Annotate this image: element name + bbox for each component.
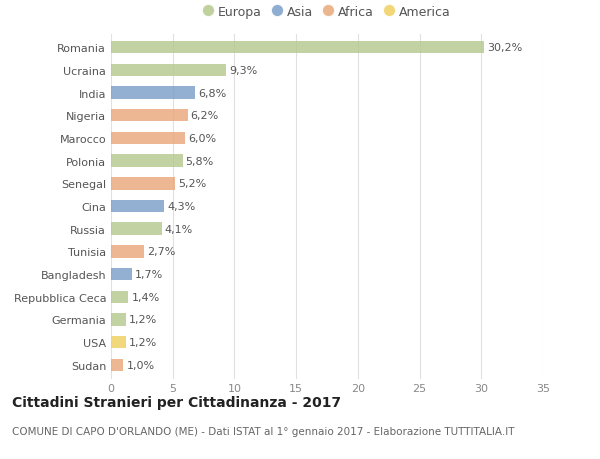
- Legend: Europa, Asia, Africa, America: Europa, Asia, Africa, America: [200, 3, 454, 21]
- Text: 1,2%: 1,2%: [129, 337, 157, 347]
- Bar: [111, 359, 124, 371]
- Bar: [111, 200, 164, 213]
- Text: 4,1%: 4,1%: [164, 224, 193, 234]
- Bar: [111, 178, 175, 190]
- Text: Cittadini Stranieri per Cittadinanza - 2017: Cittadini Stranieri per Cittadinanza - 2…: [12, 395, 341, 409]
- Bar: [111, 155, 182, 168]
- Text: 1,2%: 1,2%: [129, 315, 157, 325]
- Bar: [111, 110, 188, 122]
- Bar: [111, 268, 132, 281]
- Bar: [111, 313, 126, 326]
- Text: 6,0%: 6,0%: [188, 134, 216, 144]
- Bar: [111, 291, 128, 303]
- Text: 6,8%: 6,8%: [198, 88, 226, 98]
- Text: 9,3%: 9,3%: [229, 66, 257, 76]
- Text: 6,2%: 6,2%: [191, 111, 219, 121]
- Bar: [111, 87, 195, 100]
- Text: 1,7%: 1,7%: [135, 269, 163, 280]
- Bar: [111, 64, 226, 77]
- Text: 4,3%: 4,3%: [167, 202, 196, 212]
- Text: 2,7%: 2,7%: [148, 247, 176, 257]
- Bar: [111, 336, 126, 349]
- Text: 30,2%: 30,2%: [487, 43, 522, 53]
- Text: COMUNE DI CAPO D'ORLANDO (ME) - Dati ISTAT al 1° gennaio 2017 - Elaborazione TUT: COMUNE DI CAPO D'ORLANDO (ME) - Dati IST…: [12, 426, 515, 436]
- Bar: [111, 223, 161, 235]
- Bar: [111, 132, 185, 145]
- Text: 5,8%: 5,8%: [185, 156, 214, 166]
- Bar: [111, 42, 484, 54]
- Bar: [111, 246, 145, 258]
- Text: 5,2%: 5,2%: [178, 179, 206, 189]
- Text: 1,4%: 1,4%: [131, 292, 160, 302]
- Text: 1,0%: 1,0%: [127, 360, 155, 370]
